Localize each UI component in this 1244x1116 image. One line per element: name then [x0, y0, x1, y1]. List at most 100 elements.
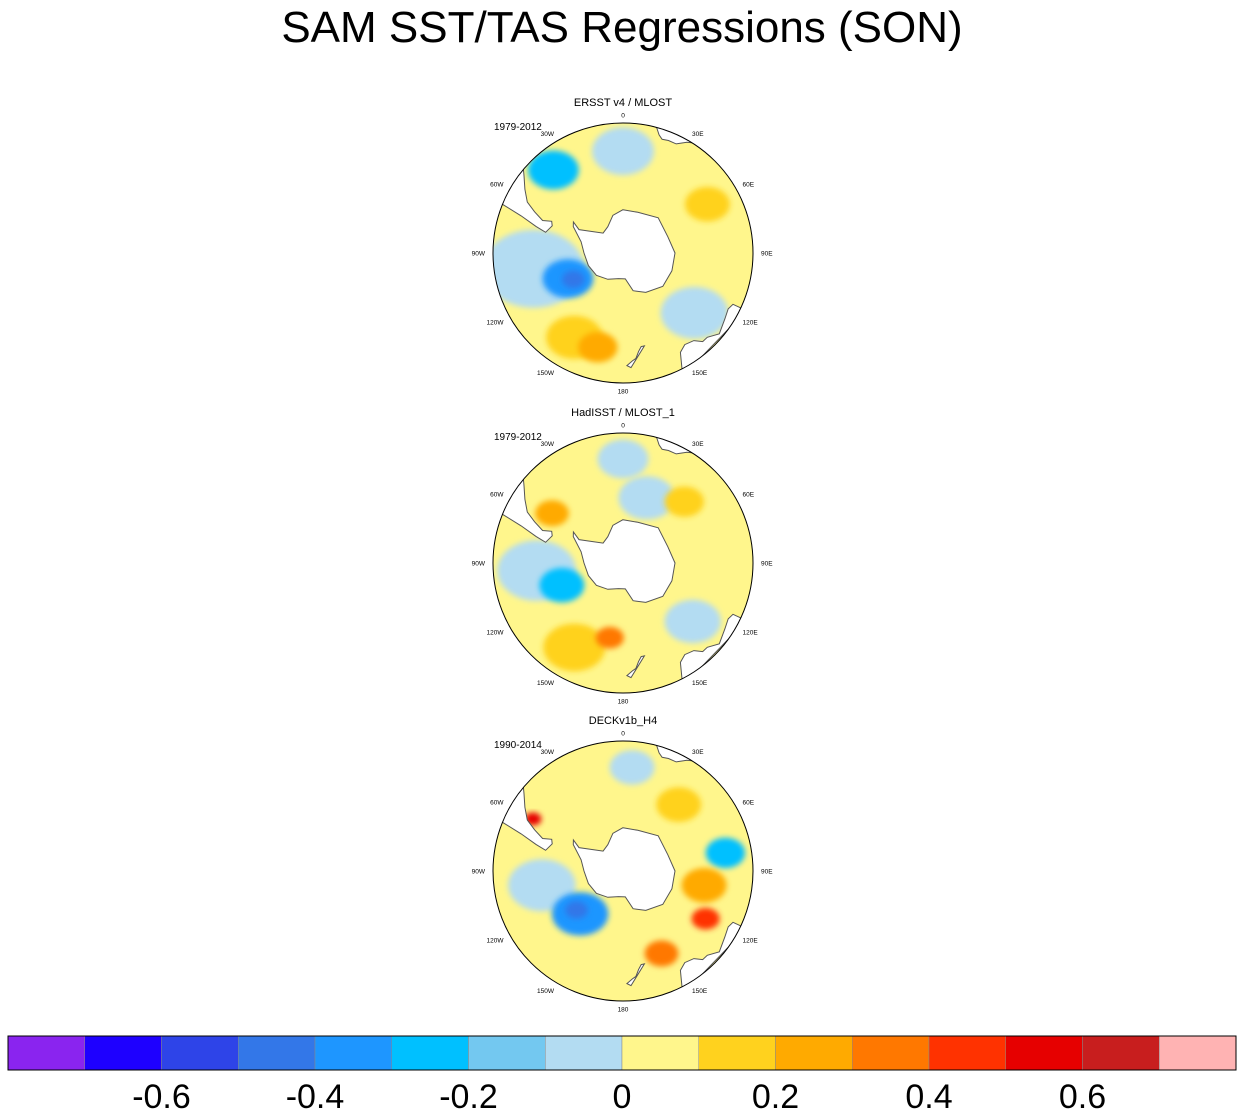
lon-label: 30W [541, 749, 555, 756]
colorbar-swatch [775, 1035, 853, 1071]
antarctica-landmass [572, 519, 676, 603]
anomaly-region-neg-1 [528, 150, 579, 190]
colorbar-frame [7, 1035, 1237, 1071]
anomaly-region-pos-8 [595, 626, 624, 649]
anomaly-region-neg-5 [660, 286, 729, 339]
lon-label: 180 [618, 389, 629, 396]
colorbar-swatch [1082, 1035, 1160, 1071]
lon-label: 150E [692, 370, 708, 377]
lon-label: 30W [541, 441, 555, 448]
panel-period: 1979-2012 [494, 432, 542, 443]
map-field [493, 433, 753, 693]
lon-label: 150W [537, 988, 555, 995]
lon-label: 150W [537, 370, 555, 377]
anomaly-region-pos-7 [644, 940, 679, 967]
anomaly-region-pos-5 [681, 868, 727, 903]
lon-label: 60E [743, 800, 755, 807]
lon-label: 180 [618, 1007, 629, 1014]
anomaly-region-neg-4 [562, 270, 585, 289]
lon-label: 60W [490, 800, 504, 807]
lon-label: 150W [537, 680, 555, 687]
lon-label: 60W [490, 182, 504, 189]
new-zealand-landmass [625, 963, 646, 987]
colorbar-swatch [698, 1035, 776, 1071]
colorbar-label: 0.6 [1059, 1078, 1106, 1116]
colorbar-swatch [545, 1035, 623, 1071]
colorbar-label: -0.4 [286, 1078, 345, 1116]
panel-title: ERSST v4 / MLOST [574, 97, 672, 109]
colorbar-label: -0.6 [132, 1078, 191, 1116]
colorbar-swatch [1005, 1035, 1083, 1071]
lon-label: 30E [692, 441, 704, 448]
anomaly-region-pos-6 [691, 907, 720, 930]
anomaly-region-neg-4 [664, 599, 721, 644]
lon-label: 120W [487, 320, 505, 327]
lon-label: 90W [472, 251, 486, 258]
map-field [493, 123, 753, 383]
map-border [492, 432, 754, 694]
anomaly-region-neg-1 [705, 837, 746, 869]
map-panel-hadisst: HadISST / MLOST_1 1979-2012 0 30E 60E 90E 120E… [472, 407, 774, 706]
anomaly-region-pos-7 [543, 623, 606, 672]
panel-period: 1990-2014 [494, 740, 542, 751]
colorbar-swatch [852, 1035, 930, 1071]
colorbar-swatch [84, 1035, 162, 1071]
lon-label: 30E [692, 749, 704, 756]
anomaly-region-neg-0 [609, 750, 655, 785]
antarctica-landmass [572, 827, 676, 911]
lon-label: 30W [541, 131, 555, 138]
lon-label: 120E [743, 938, 759, 945]
colorbar-swatch [314, 1035, 392, 1071]
panel-period: 1979-2012 [494, 122, 542, 133]
map-panel-deckv1b: DECKv1b_H4 1990-2014 0 30E 60E 90E 120E 150E 180… [472, 715, 774, 1014]
colorbar-swatch [468, 1035, 546, 1071]
lon-label: 0 [621, 731, 625, 738]
lon-label: 90W [472, 869, 486, 876]
lon-label: 90E [761, 869, 773, 876]
colorbar-label: -0.2 [439, 1078, 498, 1116]
lon-label: 30E [692, 131, 704, 138]
lon-label: 0 [621, 423, 625, 430]
anomaly-region-pos-6 [664, 486, 704, 517]
main-title: SAM SST/TAS Regressions (SON) [281, 3, 963, 52]
lon-label: 150E [692, 988, 708, 995]
colorbar: -0.6 -0.4 -0.2 0 0.2 0.4 0.6 [7, 1035, 1237, 1116]
map-border [492, 122, 754, 384]
colorbar-label: 0 [613, 1078, 632, 1116]
panel-title: HadISST / MLOST_1 [571, 407, 675, 419]
anomaly-region-pos-6 [684, 186, 730, 222]
antarctica-landmass [572, 209, 676, 293]
anomaly-region-neg-3 [539, 567, 585, 603]
lon-label: 120W [487, 938, 505, 945]
lon-label: 120E [743, 320, 759, 327]
lon-label: 180 [618, 699, 629, 706]
lon-label: 60E [743, 182, 755, 189]
anomaly-region-neg-4 [565, 901, 588, 919]
colorbar-swatch [928, 1035, 1006, 1071]
anomaly-region-neg-1 [618, 476, 675, 520]
colorbar-swatch [161, 1035, 239, 1071]
map-field [493, 741, 753, 1001]
colorbar-swatch [391, 1035, 469, 1071]
lon-label: 90E [761, 251, 773, 258]
colorbar-swatch [621, 1035, 699, 1071]
colorbar-swatch [7, 1035, 85, 1071]
map-panel-ersst: ERSST v4 / MLOST 1979-2012 0 30E 60E 90E 120E 1… [472, 97, 774, 396]
anomaly-region-neg-2 [508, 859, 576, 912]
anomaly-region-pos-5 [535, 500, 569, 527]
anomaly-region-pos-9 [656, 787, 702, 822]
anomaly-region-neg-0 [597, 439, 649, 479]
new-zealand-landmass [625, 345, 646, 369]
lon-label: 60E [743, 492, 755, 499]
colorbar-label: 0.4 [905, 1078, 952, 1116]
lon-label: 90W [472, 561, 486, 568]
colorbar-swatch [1159, 1035, 1237, 1071]
panel-title: DECKv1b_H4 [589, 715, 657, 727]
lon-label: 150E [692, 680, 708, 687]
lon-label: 120W [487, 630, 505, 637]
lon-label: 0 [621, 113, 625, 120]
lon-label: 90E [761, 561, 773, 568]
lon-label: 60W [490, 492, 504, 499]
colorbar-label: 0.2 [752, 1078, 799, 1116]
anomaly-region-pos-8 [578, 332, 618, 363]
